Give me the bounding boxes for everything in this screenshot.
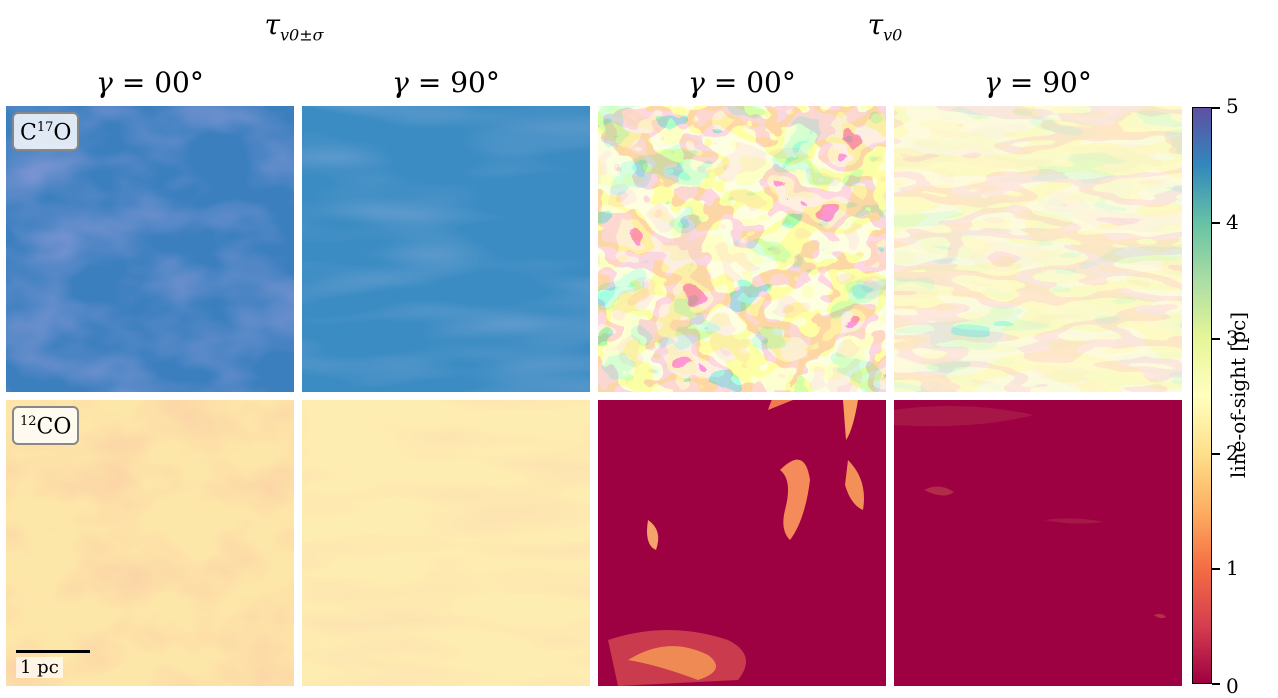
panel-c17o-tau-gamma90 — [894, 106, 1182, 392]
column-title-2: γ = 90° — [392, 66, 500, 99]
panel-c17o-tau-sigma-gamma00: C17O — [6, 106, 294, 392]
column-title-4: γ = 90° — [984, 66, 1092, 99]
colorbar-tick-label-2: 2 — [1226, 441, 1239, 465]
group-title-left: τv0±σ — [264, 8, 324, 45]
panel-12co-tau-sigma-gamma90 — [302, 400, 590, 686]
colorbar-tick-2 — [1212, 453, 1220, 455]
colorbar-label: line-of-sight [pc] — [1226, 311, 1250, 479]
row-label-12co: 12CO — [12, 406, 80, 446]
panel-12co-tau-gamma00 — [598, 400, 886, 686]
column-title-3: γ = 00° — [688, 66, 796, 99]
colorbar-tick-label-4: 4 — [1226, 210, 1239, 234]
row-label-c17o: C17O — [12, 112, 80, 152]
colorbar-tick-label-5: 5 — [1226, 94, 1239, 118]
colorbar-tick-label-0: 0 — [1226, 674, 1239, 698]
panel-c17o-tau-sigma-gamma90 — [302, 106, 590, 392]
panel-12co-tau-sigma-gamma00: 12CO 1 pc — [6, 400, 294, 686]
colorbar-tick-3 — [1212, 338, 1220, 340]
colorbar-tick-1 — [1212, 568, 1220, 570]
colorbar-tick-0 — [1212, 683, 1220, 685]
scale-bar-label: 1 pc — [16, 657, 63, 678]
colorbar-tick-5 — [1212, 107, 1220, 109]
colorbar-tick-4 — [1212, 222, 1220, 224]
group-title-right: τv0 — [867, 8, 903, 45]
column-title-1: γ = 00° — [96, 66, 204, 99]
colorbar-tick-label-3: 3 — [1226, 326, 1239, 350]
panel-c17o-tau-gamma00 — [598, 106, 886, 392]
colorbar-tick-label-1: 1 — [1226, 556, 1239, 580]
scale-bar-line — [16, 650, 90, 653]
colorbar — [1192, 107, 1212, 684]
panel-12co-tau-gamma90 — [894, 400, 1182, 686]
scale-bar: 1 pc — [16, 650, 90, 678]
